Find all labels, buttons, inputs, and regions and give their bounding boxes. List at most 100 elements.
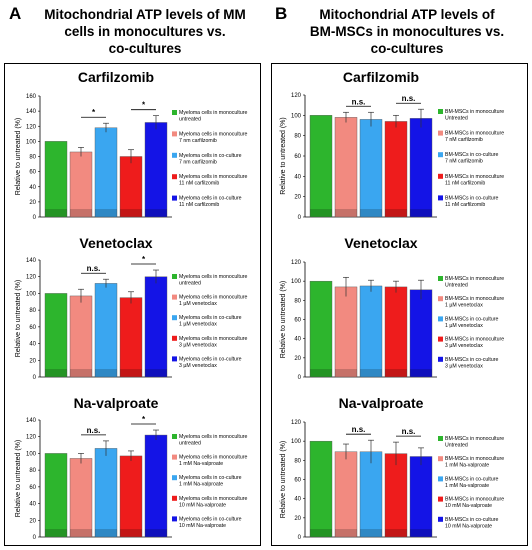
bar-base-shade bbox=[360, 369, 382, 377]
legend-label: Myeloma cells in monoculture bbox=[179, 434, 247, 440]
legend-swatch bbox=[172, 110, 177, 115]
legend-label: Myeloma cells in monoculture bbox=[179, 131, 247, 137]
bar-base-shade bbox=[410, 529, 432, 537]
significance-label: * bbox=[92, 108, 96, 117]
y-tick-label: 20 bbox=[29, 518, 36, 524]
legend-swatch bbox=[172, 434, 177, 439]
panel-title-b-line-3: co-cultures bbox=[370, 41, 444, 56]
legend-label: 1 mM Na-valproate bbox=[445, 483, 489, 489]
bar bbox=[144, 122, 168, 218]
legend-swatch bbox=[438, 516, 443, 522]
bar bbox=[69, 151, 93, 218]
bar bbox=[384, 121, 408, 218]
legend-label: BM-MSCs in monoculture bbox=[445, 276, 504, 282]
bar-base-shade bbox=[145, 369, 167, 377]
panel-a-frame bbox=[4, 63, 261, 546]
y-tick-label: 60 bbox=[29, 325, 36, 331]
legend-label: BM-MSCs in monoculture bbox=[445, 436, 504, 442]
legend-swatch bbox=[438, 476, 443, 482]
legend-label: Untreated bbox=[445, 443, 468, 449]
y-tick-label: 120 bbox=[26, 124, 37, 130]
bar-base-shade bbox=[145, 529, 167, 537]
legend-label: BM-MSCs in co-culture bbox=[445, 476, 498, 482]
panel-letter-b: B bbox=[275, 4, 288, 23]
y-tick-label: 60 bbox=[294, 318, 301, 324]
y-axis-label: Relative to untreated (%) bbox=[280, 281, 287, 358]
significance-label: n.s. bbox=[87, 264, 101, 273]
bar bbox=[119, 297, 143, 378]
y-tick-label: 120 bbox=[291, 93, 302, 99]
y-tick-label: 40 bbox=[29, 502, 36, 508]
bar-base-shade bbox=[410, 209, 432, 217]
y-tick-label: 20 bbox=[29, 200, 36, 206]
legend-swatch bbox=[438, 296, 443, 302]
legend-swatch bbox=[172, 315, 177, 321]
y-tick-label: 20 bbox=[294, 516, 301, 522]
legend-swatch bbox=[172, 475, 177, 481]
y-tick-label: 60 bbox=[294, 154, 301, 160]
bar bbox=[384, 453, 408, 538]
chart-title: Venetoclax bbox=[344, 235, 417, 251]
legend-swatch bbox=[172, 495, 177, 501]
legend-label: 1 µM venetoclax bbox=[445, 323, 483, 329]
legend-label: 11 nM carfilzomib bbox=[179, 202, 219, 208]
bar bbox=[334, 286, 358, 378]
legend-label: Myeloma cells in monoculture bbox=[179, 174, 247, 180]
legend-label: Myeloma cells in co-culture bbox=[179, 153, 242, 159]
bar-base-shade bbox=[335, 369, 357, 377]
bar bbox=[309, 280, 333, 378]
panel-letter-a: A bbox=[9, 4, 22, 23]
bar bbox=[334, 117, 358, 218]
y-tick-label: 0 bbox=[33, 215, 37, 221]
bar bbox=[44, 453, 68, 538]
y-tick-label: 40 bbox=[29, 342, 36, 348]
legend-label: BM-MSCs in monoculture bbox=[445, 174, 504, 180]
bar-base-shade bbox=[310, 529, 332, 537]
legend-label: BM-MSCs in co-culture bbox=[445, 316, 498, 322]
legend-label: BM-MSCs in monoculture bbox=[445, 456, 504, 462]
bar bbox=[94, 127, 118, 218]
bar-base-shade bbox=[45, 209, 67, 217]
legend-swatch bbox=[438, 152, 443, 158]
legend-label: 11 nM carfilzomib bbox=[445, 202, 485, 208]
legend-label: Myeloma cells in monoculture bbox=[179, 496, 247, 502]
bar-base-shade bbox=[385, 369, 407, 377]
legend-label: Myeloma cells in monoculture bbox=[179, 110, 247, 116]
bar-base-shade bbox=[385, 529, 407, 537]
bar bbox=[309, 115, 333, 218]
y-tick-label: 40 bbox=[29, 185, 36, 191]
legend-label: BM-MSCs in monoculture bbox=[445, 109, 504, 115]
y-tick-label: 0 bbox=[33, 535, 37, 541]
significance-label: * bbox=[142, 255, 146, 264]
legend-swatch bbox=[438, 195, 443, 201]
y-tick-label: 100 bbox=[291, 439, 302, 445]
y-tick-label: 20 bbox=[294, 195, 301, 201]
bar-base-shade bbox=[335, 529, 357, 537]
y-tick-label: 140 bbox=[26, 258, 37, 264]
legend-swatch bbox=[172, 131, 177, 137]
y-tick-label: 20 bbox=[29, 358, 36, 364]
y-tick-label: 40 bbox=[294, 174, 301, 180]
bar-base-shade bbox=[95, 209, 117, 217]
legend-swatch bbox=[438, 436, 443, 441]
y-tick-label: 100 bbox=[26, 139, 37, 145]
panel-title-b-line-2: BM-MSCs in monocultures vs. bbox=[309, 24, 505, 39]
bar-base-shade bbox=[45, 369, 67, 377]
bar-base-shade bbox=[120, 529, 142, 537]
legend-swatch bbox=[438, 276, 443, 281]
bar bbox=[119, 455, 143, 538]
y-tick-label: 40 bbox=[294, 497, 301, 503]
bar bbox=[334, 451, 358, 538]
y-tick-label: 120 bbox=[291, 420, 302, 426]
chart-title: Venetoclax bbox=[79, 235, 152, 251]
legend-label: untreated bbox=[179, 117, 201, 123]
legend-label: 11 nM carfilzomib bbox=[179, 181, 219, 187]
bar bbox=[359, 451, 383, 538]
legend-label: untreated bbox=[179, 281, 201, 287]
legend-label: 7 nM carfilzomib bbox=[445, 159, 483, 165]
legend-swatch bbox=[172, 516, 177, 522]
bar-base-shade bbox=[70, 369, 92, 377]
legend-swatch bbox=[438, 336, 443, 342]
legend-label: Myeloma cells in monoculture bbox=[179, 455, 247, 461]
legend-label: 11 nM carfilzomib bbox=[445, 180, 485, 186]
